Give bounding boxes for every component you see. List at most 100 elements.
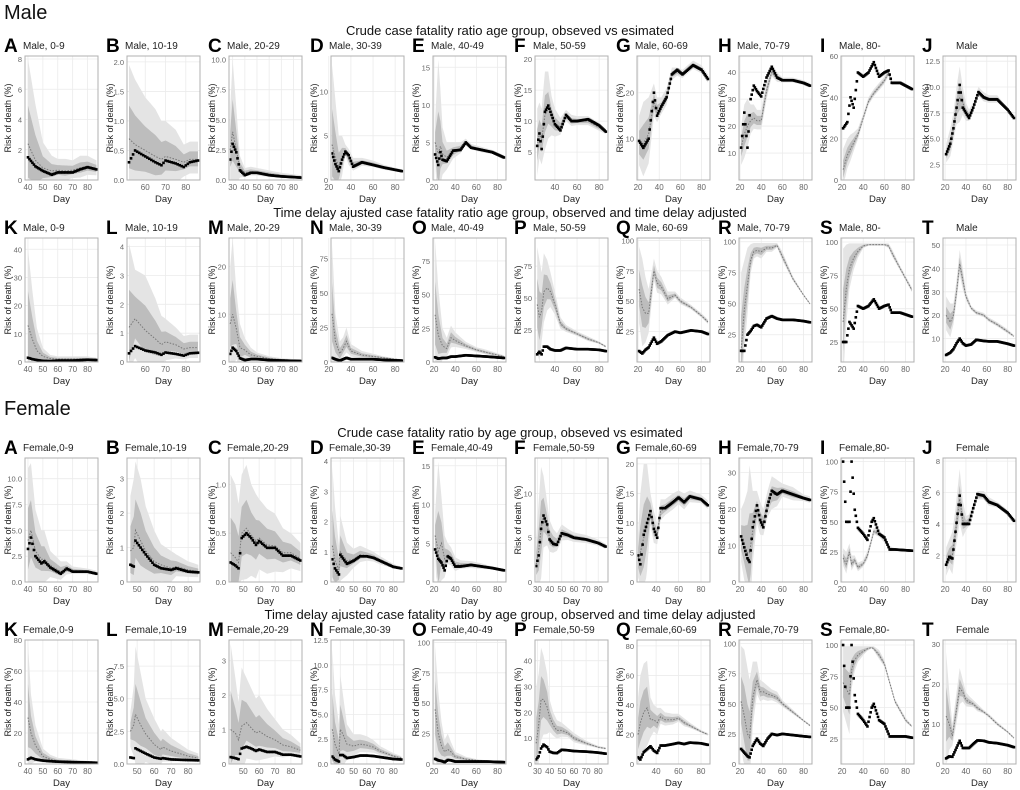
observed-point xyxy=(765,76,768,79)
observed-point xyxy=(706,503,710,507)
observed-point xyxy=(545,523,549,526)
plot-border xyxy=(840,639,915,765)
y-tick-label: 7.5 xyxy=(12,501,22,510)
observed-point xyxy=(340,555,343,558)
observed-point xyxy=(253,748,256,752)
observed-point xyxy=(297,754,301,758)
y-tick-label: 100 xyxy=(825,238,838,247)
estimated-line xyxy=(740,244,811,351)
x-tick-label: 60 xyxy=(255,767,264,776)
observed-point xyxy=(646,139,649,142)
y-tick-label: 50 xyxy=(626,297,634,306)
observed-point xyxy=(751,326,755,329)
x-tick-label: 40 xyxy=(24,585,33,594)
plot-border xyxy=(534,237,609,363)
panel-letter: H xyxy=(718,36,732,57)
observed-point xyxy=(852,677,855,680)
y-tick-label: 75 xyxy=(422,257,430,266)
observed-point xyxy=(541,520,544,524)
panel-letter: C xyxy=(208,36,222,57)
observed-point xyxy=(28,541,31,545)
observed-point xyxy=(850,324,853,327)
y-tick-label: 75 xyxy=(626,267,634,276)
y-tick-label: 0 xyxy=(324,578,328,587)
panel-letter: J xyxy=(922,438,933,459)
observed-point xyxy=(910,315,914,318)
y-tick-label: 10.0 xyxy=(313,661,328,670)
observed-point xyxy=(267,750,270,754)
observed-point xyxy=(668,82,672,85)
x-axis-label: Day xyxy=(359,194,376,205)
observed-point xyxy=(178,758,181,762)
observed-point xyxy=(745,134,748,138)
row-title-female-adjusted: Time delay ajusted case fatality ratio b… xyxy=(264,607,756,622)
observed-point xyxy=(40,359,43,362)
panel-letter: B xyxy=(106,36,120,57)
observed-point xyxy=(639,758,642,761)
observed-point xyxy=(637,139,641,143)
observed-point xyxy=(448,154,452,158)
observed-point xyxy=(657,749,660,752)
observed-point xyxy=(365,754,369,757)
x-tick-label: 30 xyxy=(228,365,237,374)
observed-point xyxy=(278,551,282,554)
observed-point xyxy=(1008,514,1012,517)
x-tick-label: 40 xyxy=(859,585,868,594)
observed-point xyxy=(80,358,83,362)
observed-point xyxy=(238,551,242,555)
plot-border xyxy=(534,55,609,181)
observed-point xyxy=(742,111,746,114)
ci95-band xyxy=(537,246,606,362)
observed-point xyxy=(344,755,347,759)
observed-point xyxy=(32,358,36,361)
y-tick-label: 10 xyxy=(626,519,634,528)
observed-point xyxy=(956,340,959,344)
observed-point xyxy=(133,344,137,348)
y-tick-label: 20 xyxy=(524,55,532,64)
panel-title: Female xyxy=(956,443,990,454)
observed-point xyxy=(868,69,871,72)
observed-point xyxy=(158,352,161,356)
observed-point xyxy=(26,547,30,551)
observed-point xyxy=(188,160,192,164)
observed-point xyxy=(295,557,299,561)
observed-point xyxy=(170,160,173,164)
y-tick-label: 0 xyxy=(18,760,22,769)
observed-point xyxy=(28,356,31,360)
observed-point xyxy=(38,758,42,762)
observed-point xyxy=(759,521,763,524)
estimated-line xyxy=(27,325,97,361)
observed-point xyxy=(392,565,395,569)
panel-letter: O xyxy=(412,218,427,239)
observed-point xyxy=(867,720,870,724)
observed-point xyxy=(291,555,294,558)
observed-point xyxy=(54,760,58,763)
panel-title: Male, 30-39 xyxy=(329,223,382,234)
y-tick-label: 4 xyxy=(18,116,22,125)
observed-point xyxy=(57,359,61,362)
estimated-line xyxy=(229,131,301,178)
observed-point xyxy=(643,144,646,148)
observed-point xyxy=(249,536,253,540)
y-tick-label: 20 xyxy=(14,302,22,311)
observed-point xyxy=(854,700,858,703)
observed-point xyxy=(763,742,766,746)
observed-point xyxy=(647,346,650,349)
observed-point xyxy=(443,569,446,572)
observed-point xyxy=(299,559,302,562)
observed-point xyxy=(848,520,851,524)
observed-point xyxy=(262,543,266,547)
y-tick-label: 40 xyxy=(932,264,940,273)
observed-point xyxy=(373,754,377,758)
y-tick-label: 0.0 xyxy=(114,176,124,185)
observed-point xyxy=(393,565,397,569)
observed-point xyxy=(89,571,92,574)
y-tick-label: 30 xyxy=(524,683,532,692)
observed-point xyxy=(873,520,877,523)
observed-point xyxy=(251,748,255,751)
observed-point xyxy=(876,305,880,309)
